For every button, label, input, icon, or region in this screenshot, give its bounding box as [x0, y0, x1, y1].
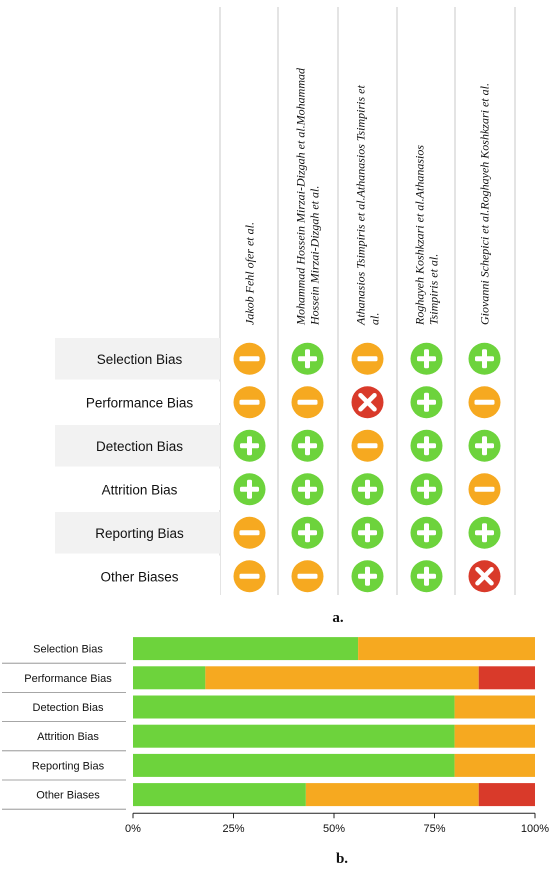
- study-name: Giovanni Schepici et al.Roghayeh Koshkza…: [478, 83, 492, 325]
- bar-segment-unclear: [205, 666, 479, 690]
- x-tick-label: 25%: [222, 823, 244, 835]
- risk-of-bias-graph: Selection Bias Performance Bias Detection …: [2, 637, 549, 835]
- bar-segment-unclear: [305, 783, 479, 807]
- plus-icon: [291, 342, 324, 375]
- study-name: Jakob Fehl ofer et al.: [243, 222, 257, 325]
- panel-b-label: b.: [336, 851, 348, 867]
- plus-icon: [351, 516, 384, 549]
- study-header: Roghayeh Koshkzari et al.Athanasios Tsimp…: [413, 145, 441, 326]
- plus-icon: [468, 516, 501, 549]
- x-tick-label: 50%: [323, 823, 345, 835]
- bar-segment-unclear: [454, 695, 535, 719]
- category-label: Attrition Bias: [37, 731, 99, 743]
- plus-icon: [468, 342, 501, 375]
- category-label: Detection Bias: [33, 702, 104, 714]
- domain-label: Attrition Bias: [102, 482, 178, 497]
- table-row: Reporting Bias: [55, 512, 501, 554]
- plus-icon: [291, 429, 324, 462]
- plus-icon: [233, 473, 266, 506]
- plus-icon: [291, 473, 324, 506]
- plus-icon: [351, 560, 384, 593]
- category-label: Other Biases: [36, 790, 100, 802]
- category-label: Selection Bias: [33, 644, 103, 656]
- domain-label: Selection Bias: [97, 352, 183, 367]
- row-background: [55, 338, 220, 380]
- study-header: Mohammad Hossein Mirzai-Dizgah et al.Moh…: [294, 67, 322, 326]
- bar-segment-low: [133, 637, 359, 661]
- minus-icon: [233, 386, 266, 419]
- table-row: Detection Bias: [55, 425, 501, 467]
- bar-row: Detection Bias: [33, 695, 535, 719]
- row-background: [55, 381, 220, 423]
- study-header: Giovanni Schepici et al.Roghayeh Koshkza…: [478, 83, 492, 325]
- row-background: [55, 468, 220, 510]
- minus-icon: [291, 386, 324, 419]
- table-row: Other Biases: [55, 555, 501, 597]
- category-label: Reporting Bias: [32, 760, 105, 772]
- minus-icon: [468, 473, 501, 506]
- bar-segment-high: [478, 783, 535, 807]
- plus-icon: [410, 473, 443, 506]
- plus-icon: [410, 386, 443, 419]
- domain-label: Detection Bias: [96, 439, 183, 454]
- risk-of-bias-summary-table: Jakob Fehl ofer et al. Mohammad Hossein M…: [55, 7, 516, 597]
- plus-icon: [410, 342, 443, 375]
- bar-segment-unclear: [454, 724, 535, 748]
- study-name: Hossein Mirzai-Dizgah et al.: [308, 186, 322, 326]
- x-tick-label: 100%: [521, 823, 549, 835]
- bar-segment-low: [133, 753, 455, 777]
- bar-row: Reporting Bias: [32, 753, 535, 777]
- row-background: [55, 425, 220, 467]
- bar-segment-low: [133, 666, 206, 690]
- table-row: Attrition Bias: [55, 468, 501, 510]
- bar-row: Performance Bias: [24, 666, 535, 690]
- bar-row: Attrition Bias: [37, 724, 535, 748]
- bar-row: Other Biases: [36, 783, 535, 807]
- minus-icon: [233, 560, 266, 593]
- plus-icon: [410, 429, 443, 462]
- study-header: Athanasios Tsimpiris et al.Athanasios Ts…: [354, 85, 382, 326]
- bar-segment-low: [133, 724, 455, 748]
- study-name: Athanasios Tsimpiris et al.Athanasios Ts…: [354, 85, 368, 326]
- minus-icon: [468, 386, 501, 419]
- plus-icon: [351, 473, 384, 506]
- study-header: Jakob Fehl ofer et al.: [243, 222, 257, 325]
- plus-icon: [468, 429, 501, 462]
- plus-icon: [233, 429, 266, 462]
- plus-icon: [410, 560, 443, 593]
- bar-segment-high: [478, 666, 535, 690]
- table-row: Selection Bias: [55, 338, 501, 380]
- plus-icon: [410, 516, 443, 549]
- bar-segment-low: [133, 695, 455, 719]
- table-row: Performance Bias: [55, 381, 501, 423]
- bar-segment-unclear: [358, 637, 535, 661]
- bar-segment-low: [133, 783, 306, 807]
- plus-icon: [291, 516, 324, 549]
- minus-icon: [351, 429, 384, 462]
- cross-icon: [468, 560, 501, 593]
- minus-icon: [351, 342, 384, 375]
- row-background: [55, 512, 220, 554]
- cross-icon: [351, 386, 384, 419]
- study-name: al.: [368, 313, 382, 325]
- study-name: Mohammad Hossein Mirzai-Dizgah et al.Moh…: [294, 67, 308, 326]
- minus-icon: [233, 516, 266, 549]
- domain-label: Reporting Bias: [95, 526, 184, 541]
- category-label: Performance Bias: [24, 673, 112, 685]
- domain-label: Performance Bias: [86, 395, 194, 410]
- minus-icon: [233, 342, 266, 375]
- x-tick-label: 0%: [125, 823, 141, 835]
- study-name: Roghayeh Koshkzari et al.Athanasios: [413, 145, 427, 326]
- panel-a-label: a.: [332, 610, 344, 626]
- minus-icon: [291, 560, 324, 593]
- bar-segment-unclear: [454, 753, 535, 777]
- bar-row: Selection Bias: [33, 637, 535, 661]
- domain-label: Other Biases: [100, 569, 178, 584]
- study-name: Tsimpiris et al.: [427, 254, 441, 325]
- x-tick-label: 75%: [423, 823, 445, 835]
- row-background: [55, 555, 220, 597]
